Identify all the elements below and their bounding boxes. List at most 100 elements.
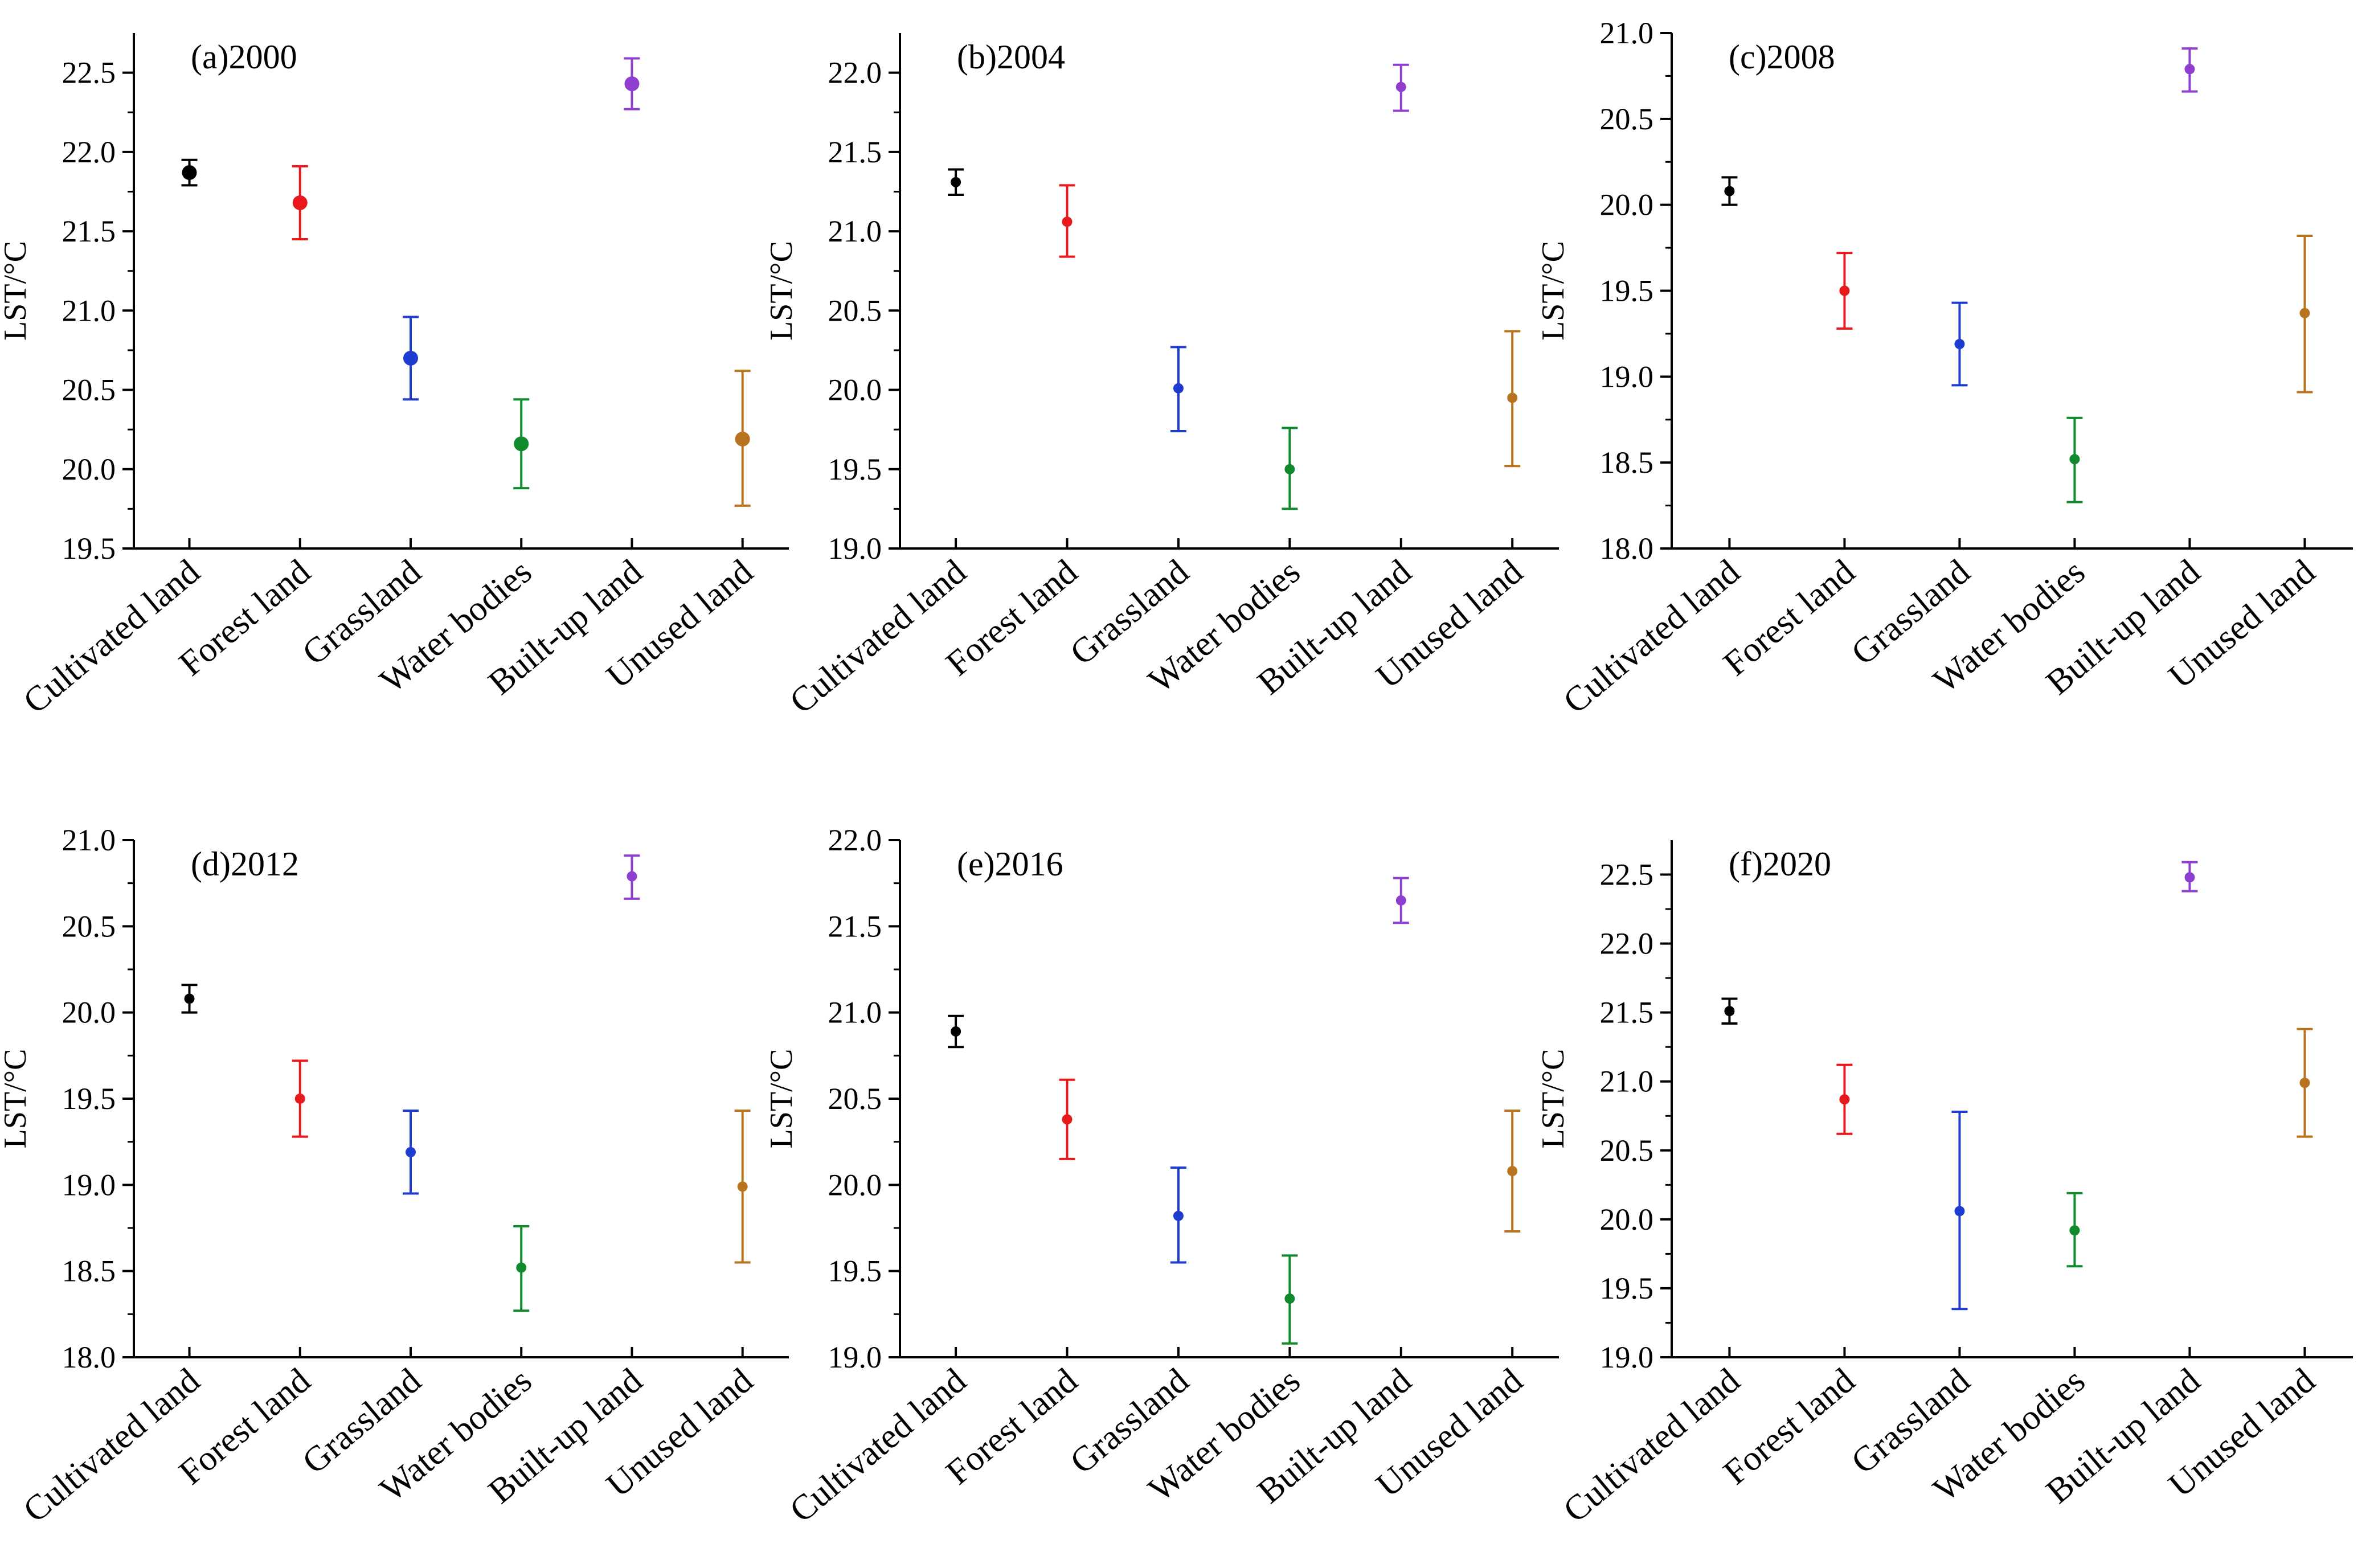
mean-point <box>1173 383 1184 394</box>
mean-point <box>624 76 640 92</box>
panel-title: (f)2020 <box>1729 845 1831 883</box>
y-tick-label: 21.5 <box>828 909 882 943</box>
y-axis-label: LST/°C <box>764 241 799 341</box>
mean-point <box>2184 872 2195 883</box>
mean-point <box>184 993 195 1004</box>
y-tick-label: 21.5 <box>828 135 882 169</box>
y-tick-label: 21.5 <box>62 214 116 248</box>
y-tick-label: 21.5 <box>1600 996 1654 1030</box>
x-tick-label: Cultivated land <box>16 1361 207 1530</box>
mean-point <box>2299 1078 2310 1088</box>
x-tick-label: Cultivated land <box>1556 552 1747 722</box>
mean-point <box>1062 1114 1073 1125</box>
panel-title: (a)2000 <box>191 38 297 76</box>
y-axis-label: LST/°C <box>0 241 33 341</box>
y-tick-label: 20.5 <box>1600 1133 1654 1168</box>
y-tick-label: 19.0 <box>62 1168 116 1202</box>
y-tick-label: 21.0 <box>828 214 882 248</box>
y-tick-label: 19.0 <box>828 1340 882 1374</box>
mean-point <box>951 177 961 187</box>
mean-point <box>1395 81 1406 92</box>
mean-point <box>1507 392 1518 403</box>
y-axis-label: LST/°C <box>0 1049 33 1149</box>
mean-point <box>627 871 637 882</box>
mean-point <box>1284 464 1295 474</box>
y-tick-label: 21.0 <box>62 293 116 327</box>
y-axis-label: LST/°C <box>764 1049 799 1149</box>
y-tick-label: 19.5 <box>828 1254 882 1288</box>
mean-point <box>294 1094 305 1104</box>
mean-point <box>1507 1166 1518 1177</box>
y-tick-label: 20.0 <box>62 452 116 486</box>
mean-point <box>1395 895 1406 906</box>
mean-point <box>1954 339 1965 350</box>
mean-point <box>292 195 308 210</box>
y-axis-label: LST/°C <box>1536 1049 1571 1149</box>
panel-title: (b)2004 <box>957 38 1065 76</box>
y-tick-label: 20.5 <box>62 373 116 407</box>
y-tick-label: 21.0 <box>828 996 882 1030</box>
y-axis-label: LST/°C <box>1536 241 1571 341</box>
mean-point <box>1954 1206 1965 1217</box>
chart-panel-1: 19.5 20.0 20.5 21.0 21.5 22.0 22.5 LST/°C (a)200… <box>0 33 789 721</box>
mean-point <box>182 165 197 181</box>
panel-title: (e)2016 <box>957 845 1063 883</box>
mean-point <box>1173 1210 1184 1221</box>
y-tick-label: 18.0 <box>62 1340 116 1374</box>
chart-panel-3: 18.0 18.5 19.0 19.5 20.0 20.5 21.0 LST/°C (c)200… <box>1536 16 2353 721</box>
mean-point <box>735 431 750 447</box>
mean-point <box>2069 454 2080 465</box>
y-tick-label: 19.5 <box>1600 1271 1654 1305</box>
chart-panel-6: 19.0 19.5 20.0 20.5 21.0 21.5 22.0 22.5 LST/°C (f… <box>1536 840 2353 1530</box>
y-tick-label: 19.5 <box>62 1082 116 1116</box>
y-tick-label: 20.5 <box>828 293 882 327</box>
y-tick-label: 19.0 <box>1600 359 1654 394</box>
y-tick-label: 22.0 <box>828 56 882 90</box>
y-tick-label: 20.5 <box>62 909 116 943</box>
y-tick-label: 20.5 <box>1600 102 1654 136</box>
y-tick-label: 22.0 <box>1600 927 1654 961</box>
y-tick-label: 19.0 <box>1600 1340 1654 1374</box>
chart-panel-5: 19.0 19.5 20.0 20.5 21.0 21.5 22.0 LST/°C (e)201… <box>764 823 1559 1530</box>
chart-panel-4: 18.0 18.5 19.0 19.5 20.0 20.5 21.0 LST/°C (d)201… <box>0 823 789 1530</box>
y-tick-label: 18.0 <box>1600 531 1654 566</box>
y-tick-label: 19.5 <box>828 452 882 486</box>
mean-point <box>2299 308 2310 318</box>
mean-point <box>1724 1006 1735 1017</box>
mean-point <box>2184 64 2195 75</box>
y-tick-label: 22.5 <box>62 56 116 90</box>
x-tick-label: Cultivated land <box>783 1361 973 1530</box>
y-tick-label: 21.0 <box>1600 16 1654 50</box>
mean-point <box>737 1181 748 1192</box>
mean-point <box>1284 1293 1295 1304</box>
mean-point <box>1839 1094 1850 1105</box>
x-tick-label: Cultivated land <box>1556 1361 1747 1530</box>
y-tick-label: 19.5 <box>1600 274 1654 308</box>
panel-title: (d)2012 <box>191 845 299 883</box>
y-tick-label: 18.5 <box>62 1254 116 1288</box>
y-tick-label: 20.0 <box>1600 1202 1654 1237</box>
mean-point <box>1062 216 1073 227</box>
y-tick-label: 20.0 <box>828 373 882 407</box>
mean-point <box>514 436 529 452</box>
x-tick-label: Cultivated land <box>783 552 973 722</box>
y-tick-label: 21.0 <box>62 823 116 857</box>
chart-panel-2: 19.0 19.5 20.0 20.5 21.0 21.5 22.0 LST/°C (b)200… <box>764 33 1559 721</box>
mean-point <box>403 350 418 366</box>
x-tick-label: Cultivated land <box>16 552 207 722</box>
mean-point <box>405 1147 416 1157</box>
panel-title: (c)2008 <box>1729 38 1835 76</box>
y-tick-label: 19.0 <box>828 531 882 566</box>
y-tick-label: 22.5 <box>1600 858 1654 892</box>
y-tick-label: 20.0 <box>1600 188 1654 222</box>
y-tick-label: 22.0 <box>828 823 882 857</box>
y-tick-label: 22.0 <box>62 135 116 169</box>
mean-point <box>2069 1225 2080 1236</box>
mean-point <box>1724 186 1735 196</box>
mean-point <box>1839 285 1850 296</box>
y-tick-label: 21.0 <box>1600 1065 1654 1099</box>
y-tick-label: 18.5 <box>1600 445 1654 480</box>
y-tick-label: 20.5 <box>828 1082 882 1116</box>
y-tick-label: 19.5 <box>62 531 116 566</box>
